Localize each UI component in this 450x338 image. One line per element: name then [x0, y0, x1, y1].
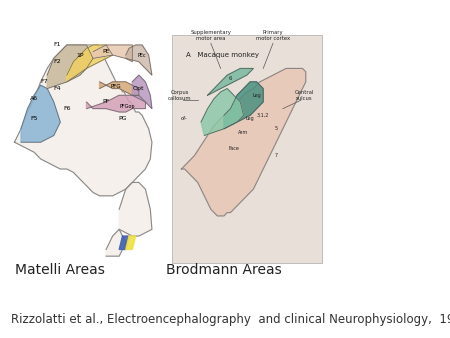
- Text: Brodmann Areas: Brodmann Areas: [166, 263, 282, 276]
- Polygon shape: [14, 45, 152, 196]
- Polygon shape: [106, 230, 126, 256]
- Polygon shape: [181, 68, 306, 216]
- Text: F7: F7: [40, 79, 48, 84]
- Text: Matelli Areas: Matelli Areas: [15, 263, 105, 276]
- Text: Arm: Arm: [238, 130, 249, 135]
- Polygon shape: [47, 45, 93, 89]
- Text: F2: F2: [53, 59, 61, 64]
- Text: A6: A6: [30, 96, 38, 101]
- Polygon shape: [119, 183, 152, 236]
- Text: Leg: Leg: [252, 93, 261, 98]
- Polygon shape: [201, 89, 243, 136]
- FancyBboxPatch shape: [171, 35, 322, 263]
- Text: F1: F1: [53, 43, 61, 47]
- Text: 6: 6: [229, 76, 232, 81]
- Text: PEc: PEc: [138, 52, 146, 57]
- Text: PF: PF: [103, 99, 110, 104]
- Polygon shape: [207, 68, 253, 95]
- Polygon shape: [119, 236, 129, 249]
- Text: 1P: 1P: [76, 52, 84, 57]
- Text: Face: Face: [228, 146, 239, 151]
- Polygon shape: [93, 45, 132, 62]
- Polygon shape: [132, 75, 152, 108]
- Text: Primary
motor cortex: Primary motor cortex: [256, 30, 290, 41]
- Text: F5: F5: [30, 116, 38, 121]
- Text: PG: PG: [118, 116, 127, 121]
- Text: PFG: PFG: [111, 84, 121, 89]
- Polygon shape: [67, 45, 112, 82]
- Text: Rizzolatti et al., Electroencephalography  and clinical Neurophysiology,  1998: Rizzolatti et al., Electroencephalograph…: [11, 313, 450, 327]
- Text: 3,1,2: 3,1,2: [257, 113, 270, 118]
- Polygon shape: [86, 95, 145, 112]
- Text: Supplementary
motor area: Supplementary motor area: [190, 30, 231, 41]
- Polygon shape: [21, 85, 60, 142]
- Polygon shape: [126, 45, 152, 75]
- Text: 7: 7: [274, 153, 278, 158]
- Polygon shape: [224, 82, 263, 129]
- Text: PE: PE: [102, 49, 110, 54]
- Polygon shape: [99, 82, 139, 95]
- Text: PFGop: PFGop: [120, 104, 135, 110]
- Text: of-: of-: [181, 116, 187, 121]
- Text: A   Macaque monkey: A Macaque monkey: [186, 52, 259, 58]
- Text: Corpus
callosum: Corpus callosum: [168, 91, 192, 101]
- Text: F6: F6: [63, 106, 71, 111]
- Text: Opt: Opt: [133, 86, 144, 91]
- Text: F4: F4: [53, 86, 61, 91]
- Text: Leg: Leg: [246, 116, 255, 121]
- Text: 5: 5: [274, 126, 278, 131]
- Text: Central
sulcus: Central sulcus: [294, 91, 314, 101]
- Polygon shape: [126, 236, 135, 249]
